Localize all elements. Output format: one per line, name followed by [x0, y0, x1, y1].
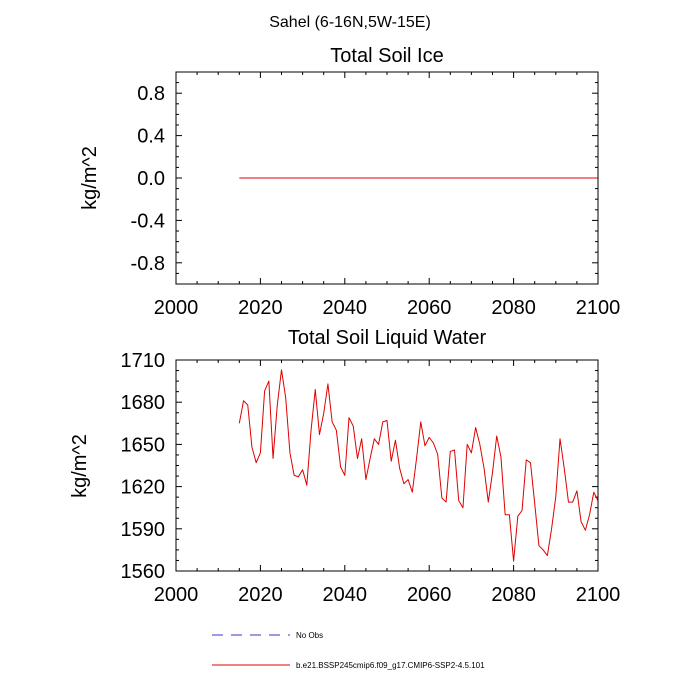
y-axis-label: kg/m^2: [79, 146, 101, 210]
x-tick-label: 2020: [238, 297, 283, 319]
y-tick-label: 0.4: [137, 126, 165, 148]
figure-title: Sahel (6-16N,5W-15E): [269, 14, 431, 31]
panel-total-soil-liquid-water: Total Soil Liquid Water kg/m^2 2000 2020 2…: [69, 327, 620, 606]
x-tick-label: 2060: [407, 297, 452, 319]
legend-item-no-obs: No Obs: [212, 631, 323, 640]
series-line-0: [238, 369, 599, 562]
legend: No Obs b.e21.BSSP245cmip6.f09_g17.CMIP6-…: [212, 631, 485, 670]
chart-title: Total Soil Ice: [330, 45, 443, 67]
y-tick-label: 0.0: [137, 168, 165, 190]
y-axis-label: kg/m^2: [69, 434, 91, 498]
y-tick-label: 1560: [121, 561, 166, 583]
y-tick-label: 1620: [121, 477, 166, 499]
y-tick-label: 1650: [121, 434, 166, 456]
x-tick-label: 2080: [491, 584, 536, 606]
y-tick-label: -0.8: [131, 253, 165, 275]
y-tick-label: 1710: [121, 350, 166, 372]
axis-ticks: 2000 2020 2040 2060 2080 2100 1560 1590 1620 1650…: [121, 350, 621, 606]
axis-ticks: 2000 2020 2040 2060 2080 2100 -0.8 -0.4 0.0 0.4 0.…: [131, 71, 621, 319]
plot-frame: [175, 359, 599, 572]
y-tick-label: 0.8: [137, 83, 165, 105]
x-tick-label: 2100: [576, 584, 621, 606]
legend-label-model: b.e21.BSSP245cmip6.f09_g17.CMIP6-SSP2-4.…: [296, 661, 485, 670]
x-tick-label: 2000: [154, 584, 199, 606]
y-tick-label: 1680: [121, 392, 166, 414]
plot-frame: [175, 71, 599, 285]
x-tick-label: 2020: [238, 584, 283, 606]
x-tick-label: 2080: [491, 297, 536, 319]
x-tick-label: 2040: [323, 297, 368, 319]
chart-title: Total Soil Liquid Water: [288, 327, 487, 349]
y-tick-label: 1590: [121, 519, 166, 541]
legend-item-model: b.e21.BSSP245cmip6.f09_g17.CMIP6-SSP2-4.…: [212, 661, 485, 670]
series-lines: [238, 369, 599, 562]
x-tick-label: 2040: [323, 584, 368, 606]
panel-total-soil-ice: Total Soil Ice kg/m^2 2000 2020 2040 2060 20…: [79, 45, 620, 319]
y-tick-label: -0.4: [131, 210, 165, 232]
x-tick-label: 2000: [154, 297, 199, 319]
x-tick-label: 2060: [407, 584, 452, 606]
x-tick-label: 2100: [576, 297, 621, 319]
legend-label-no-obs: No Obs: [296, 631, 323, 640]
